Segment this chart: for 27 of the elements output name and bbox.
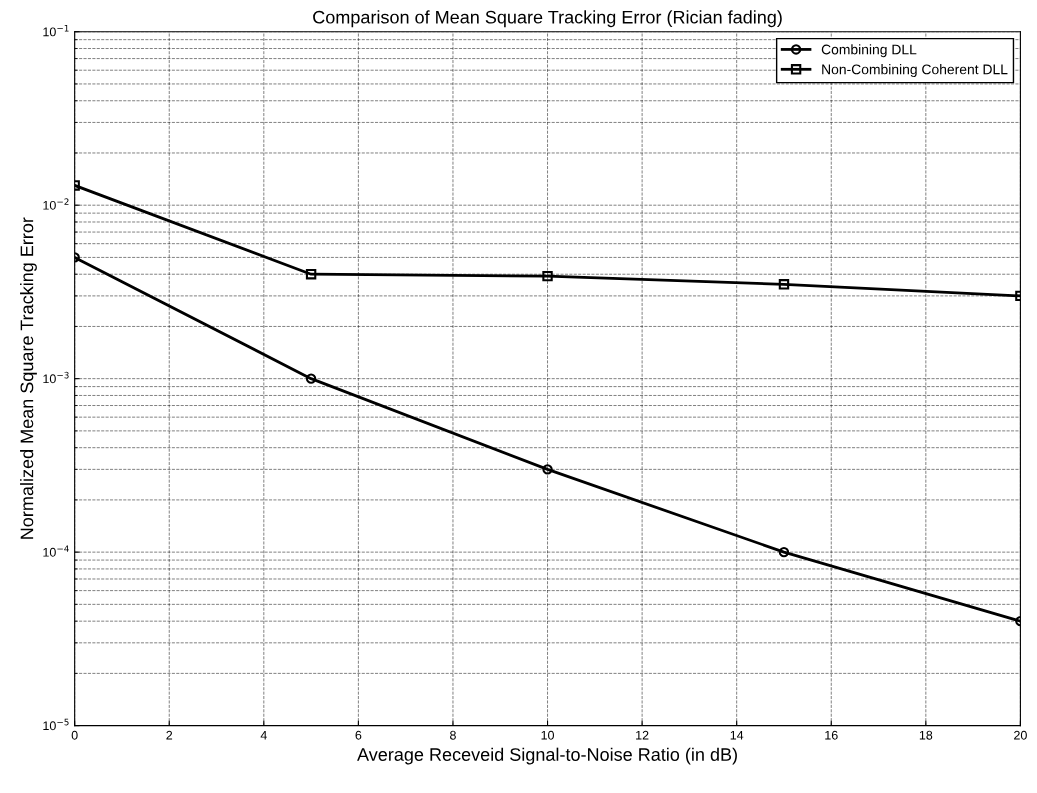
y-tick-label: 10$^{−1}$: [43, 25, 69, 37]
point: [778, 546, 790, 558]
x-axis-title: Average Receveid Signal-to-Noise Ratio (in dB): [357, 747, 737, 765]
point: [542, 270, 553, 282]
x-tick-label: 12: [636, 730, 649, 740]
point: [778, 279, 790, 290]
point: [305, 269, 317, 280]
y-tick-label: 10$^{−3}$: [43, 371, 69, 384]
x-tick-label: 6: [355, 730, 362, 740]
y-tick-label: 10$^{−2}$: [43, 198, 69, 210]
x-tick-label: 14: [730, 730, 744, 740]
point: [542, 464, 553, 475]
legend-label: Non-Combining Coherent DLL: [822, 64, 1008, 78]
chart-title: Comparison of Mean Square Tracking Error (Rician fading): [313, 10, 782, 28]
legend-label: Combining DLL: [821, 44, 917, 58]
x-tick-label: 16: [825, 730, 838, 740]
x-tick-label: 8: [450, 730, 456, 740]
x-tick-label: 4: [260, 730, 267, 740]
y-tick-label: 10$^{−4}$: [43, 545, 69, 557]
point: [305, 373, 317, 384]
y-axis-title: Normalized Mean Square Tracking Error: [20, 217, 37, 539]
x-tick-label: 0: [71, 730, 78, 740]
x-tick-label: 20: [1014, 730, 1027, 740]
y-tick-label: 10$^{−5}$: [43, 718, 69, 731]
x-tick-label: 18: [919, 730, 933, 740]
x-tick-label: 10: [541, 730, 554, 740]
x-tick-label: 2: [166, 730, 173, 740]
